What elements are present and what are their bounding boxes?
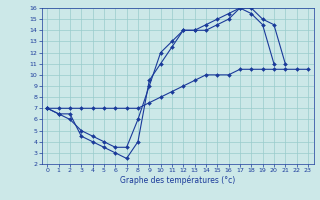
X-axis label: Graphe des températures (°c): Graphe des températures (°c) (120, 176, 235, 185)
